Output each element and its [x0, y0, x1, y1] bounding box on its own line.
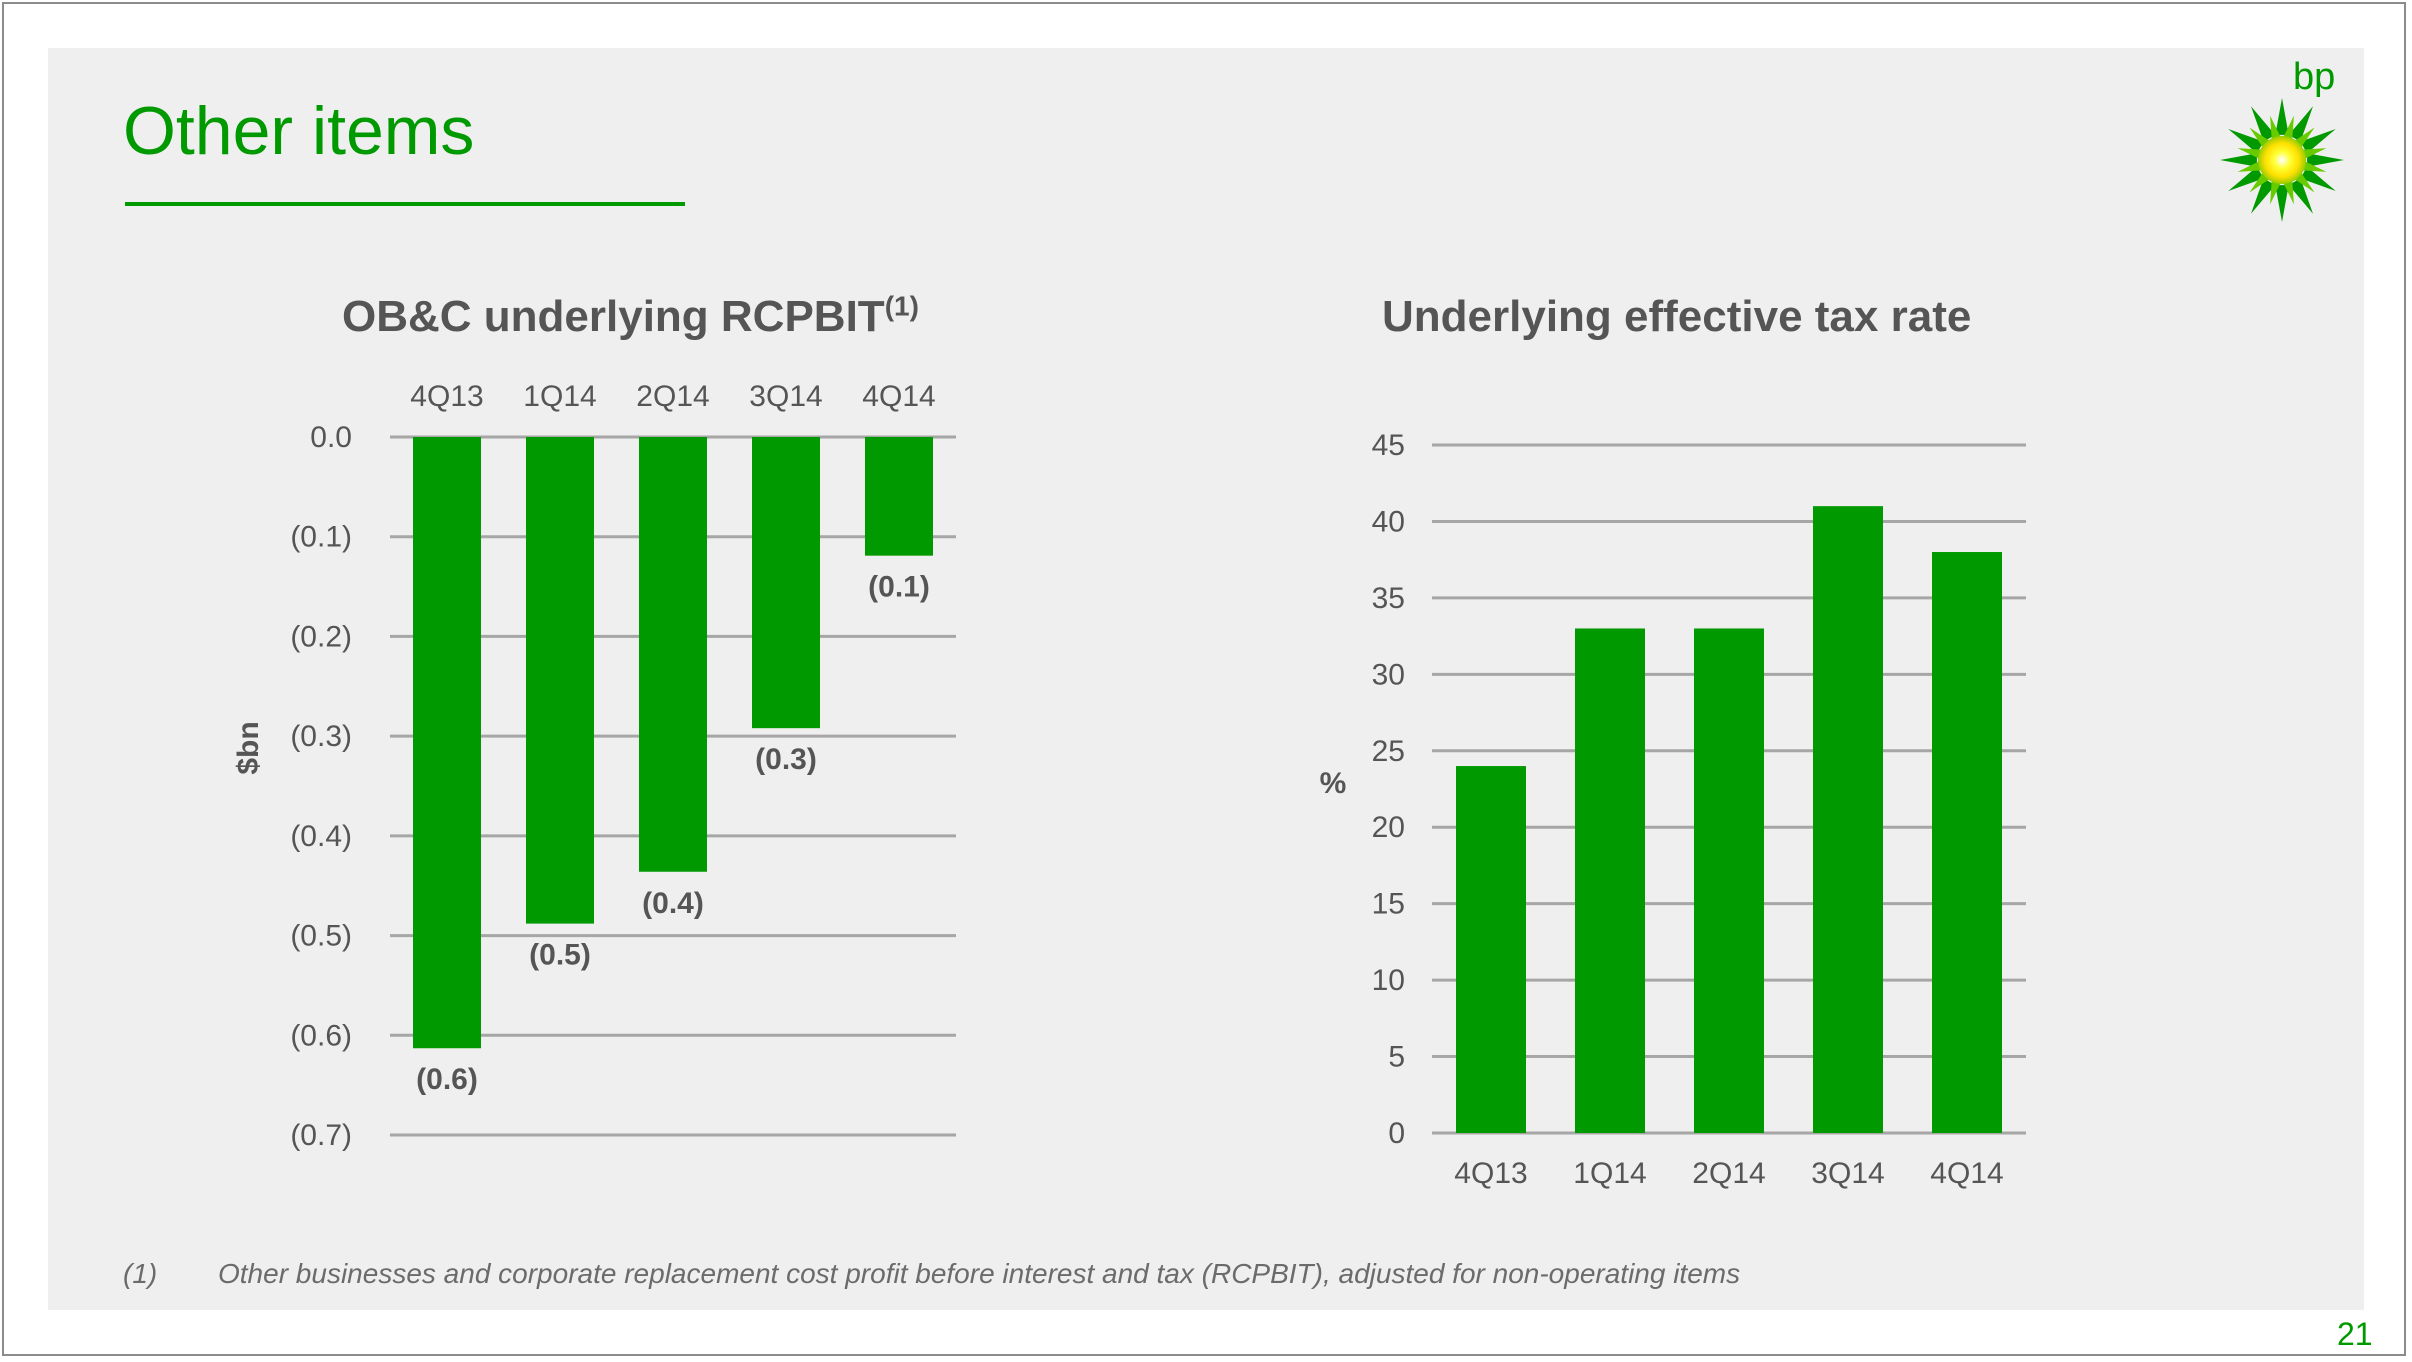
y-tick-label: 25 [1372, 735, 1405, 768]
logo-petal [2275, 98, 2289, 135]
logo-petal-inner [2301, 160, 2327, 172]
bar [1694, 628, 1764, 1133]
x-tick-label: 4Q14 [862, 380, 935, 413]
footnote: (1) Other businesses and corporate replac… [123, 1258, 1740, 1290]
y-tick-label: (0.6) [290, 1019, 352, 1052]
x-tick-label: 4Q13 [1454, 1157, 1527, 1190]
chart-title-rcpbit: OB&C underlying RCPBIT(1) [342, 292, 919, 342]
data-label: (0.4) [642, 887, 704, 920]
page-title: Other items [123, 93, 475, 169]
chart-title-footnote-marker: (1) [884, 290, 919, 322]
bar [526, 437, 594, 924]
logo-petal-inner [2249, 127, 2271, 149]
chart-title-tax-rate: Underlying effective tax rate [1382, 292, 1972, 341]
footnote-marker: (1) [123, 1258, 158, 1289]
y-tick-label: 45 [1372, 429, 1405, 462]
y-tick-label: (0.5) [290, 920, 352, 953]
logo-petal-inner [2282, 115, 2294, 141]
logo-petal [2288, 178, 2313, 214]
x-tick-label: 1Q14 [523, 380, 596, 413]
logo-petal [2288, 106, 2313, 142]
data-label: (0.5) [529, 939, 591, 972]
logo-petal-inner [2282, 179, 2294, 205]
logo-petal-inner [2293, 171, 2315, 193]
y-tick-label: 0 [1388, 1117, 1405, 1150]
y-tick-label: 15 [1372, 888, 1405, 921]
bar [1456, 766, 1526, 1133]
bar [1813, 506, 1883, 1134]
data-label: (0.6) [416, 1063, 478, 1096]
y-tick-label: (0.7) [290, 1119, 352, 1152]
bar [639, 437, 707, 872]
logo-petal [2251, 106, 2276, 142]
logo-petal-inner [2237, 160, 2263, 172]
y-tick-label: (0.3) [290, 720, 352, 753]
logo-petal [2300, 166, 2336, 191]
y-tick-label: 20 [1372, 811, 1405, 844]
footnote-text: Other businesses and corporate replaceme… [218, 1258, 1741, 1289]
logo-petal-inner [2293, 127, 2315, 149]
x-tick-label: 2Q14 [636, 380, 709, 413]
title-underline [125, 202, 685, 206]
y-tick-label: (0.4) [290, 820, 352, 853]
logo-petal [2251, 178, 2276, 214]
page-number: 21 [2337, 1316, 2373, 1352]
y-tick-label: (0.2) [290, 620, 352, 653]
x-tick-label: 2Q14 [1692, 1157, 1765, 1190]
bar [752, 437, 820, 729]
y-tick-label: (0.1) [290, 521, 352, 554]
x-tick-label: 1Q14 [1573, 1157, 1646, 1190]
logo-petal [2307, 153, 2344, 167]
y-tick-label: 35 [1372, 582, 1405, 615]
logo-petal [2300, 129, 2336, 154]
x-tick-label: 4Q13 [410, 380, 483, 413]
logo-petal [2275, 185, 2289, 222]
y-tick-label: 30 [1372, 658, 1405, 691]
logo-petal [2228, 166, 2264, 191]
data-label: (0.1) [868, 571, 930, 604]
logo-petal-inner [2270, 115, 2282, 141]
y-tick-label: 40 [1372, 505, 1405, 538]
bp-logo-text: bp [2293, 56, 2336, 98]
bar [1575, 628, 1645, 1133]
bar [865, 437, 933, 556]
rcpbit-chart: 0.0 (0.1) (0.2) (0.3) (0.4) (0.5) (0.6) (0.7) 4Q… [232, 380, 956, 1152]
data-label: (0.3) [755, 743, 817, 776]
y-tick-label: 0.0 [310, 421, 352, 454]
tax-rate-chart: 0 5 10 15 20 25 30 35 40 45 4Q13 1Q14 2Q14 3Q14 4Q14% [1320, 429, 2026, 1190]
logo-petal-inner [2249, 171, 2271, 193]
bar [413, 437, 481, 1049]
y-axis-label: % [1320, 767, 1347, 800]
x-tick-label: 4Q14 [1930, 1157, 2003, 1190]
logo-petal-inner [2270, 179, 2282, 205]
logo-petal [2220, 153, 2257, 167]
logo-petal [2228, 129, 2264, 154]
logo-petal-inner [2237, 148, 2263, 160]
logo-petal-inner [2301, 148, 2327, 160]
y-tick-label: 5 [1388, 1041, 1405, 1074]
y-tick-label: 10 [1372, 964, 1405, 997]
y-axis-label: $bn [232, 721, 265, 774]
bp-logo-icon [2220, 98, 2344, 222]
x-tick-label: 3Q14 [1811, 1157, 1884, 1190]
bar [1932, 552, 2002, 1133]
chart-title-rcpbit-text: OB&C underlying RCPBIT [342, 292, 885, 341]
x-tick-label: 3Q14 [749, 380, 822, 413]
